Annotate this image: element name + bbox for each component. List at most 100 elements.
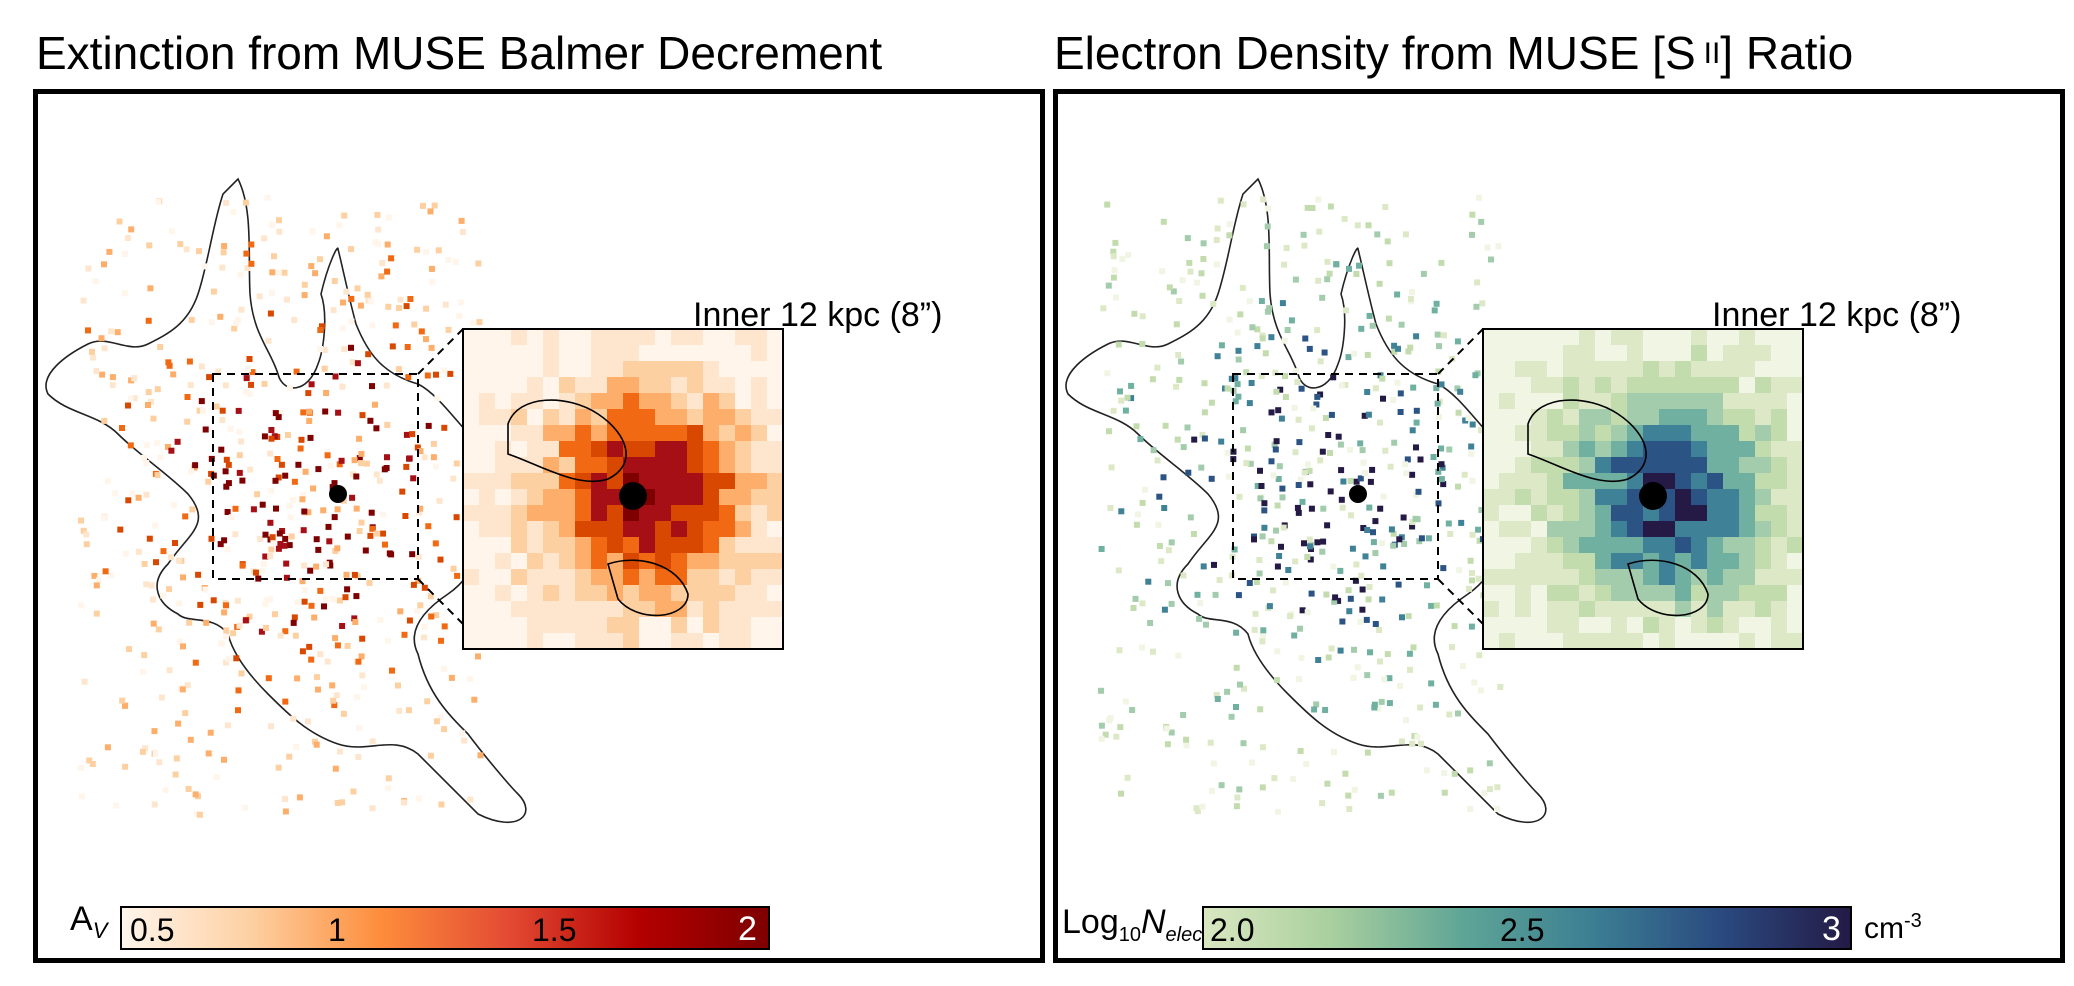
inset-pixel xyxy=(543,425,559,441)
pixel xyxy=(1378,698,1385,705)
pixel xyxy=(358,460,364,467)
pixel xyxy=(1259,638,1266,645)
inset-pixel xyxy=(575,457,591,473)
inset-pixel xyxy=(735,489,751,505)
emission-outline xyxy=(1065,177,1547,824)
pixel xyxy=(475,260,482,267)
pixel xyxy=(95,577,102,584)
pixel xyxy=(1441,789,1448,796)
inset-pixel xyxy=(1563,505,1579,521)
pixel xyxy=(342,594,349,601)
pixel xyxy=(403,303,410,310)
inset-pixel xyxy=(479,553,495,569)
pixel xyxy=(187,382,194,389)
inset-pixel xyxy=(767,617,783,633)
inset-pixel xyxy=(1691,425,1707,441)
inset-pixel xyxy=(527,489,543,505)
pixel xyxy=(1282,394,1289,400)
inset-pixel xyxy=(703,489,719,505)
inset-pixel xyxy=(1643,617,1659,633)
pixel xyxy=(330,596,336,603)
inset-pixel xyxy=(703,633,719,649)
inset-pixel xyxy=(1691,553,1707,569)
inset-pixel xyxy=(607,633,623,649)
pixel xyxy=(1494,784,1501,791)
inset-pixel xyxy=(1691,585,1707,601)
pixel xyxy=(441,726,448,733)
pixel xyxy=(1270,472,1277,479)
pixel xyxy=(437,714,444,721)
pixel xyxy=(1260,196,1267,203)
pixel xyxy=(268,289,275,296)
pixel xyxy=(403,431,410,438)
inset-pixel xyxy=(1675,329,1691,345)
pixel xyxy=(339,325,346,332)
inset-pixel xyxy=(687,473,703,489)
pixel xyxy=(372,401,378,408)
inset-pixel xyxy=(1611,537,1627,553)
pixel xyxy=(219,407,226,414)
pixel xyxy=(433,612,440,619)
pixel xyxy=(392,322,399,329)
inset-pixel xyxy=(751,489,767,505)
pixel xyxy=(236,469,243,476)
pixel xyxy=(369,525,376,532)
pixel xyxy=(425,422,432,429)
pixel xyxy=(1339,504,1346,511)
inset-pixel xyxy=(479,425,495,441)
pixel xyxy=(1478,427,1485,434)
pixel xyxy=(1469,570,1475,577)
inset-pixel xyxy=(1739,441,1755,457)
pixel xyxy=(1441,770,1448,777)
pixel xyxy=(1115,341,1122,348)
inset-pixel xyxy=(1787,441,1803,457)
pixel xyxy=(1365,411,1372,418)
pixel xyxy=(368,509,375,516)
inset-pixel xyxy=(1627,537,1643,553)
pixel xyxy=(433,463,440,470)
pixel xyxy=(1409,523,1416,530)
pixel xyxy=(1176,376,1183,383)
pixel xyxy=(1294,379,1301,385)
inset-pixel xyxy=(1515,585,1531,601)
pixel xyxy=(1117,724,1124,731)
pixel xyxy=(348,246,355,253)
inset-pixel xyxy=(1611,377,1627,393)
pixel xyxy=(1413,419,1420,426)
inset-pixel xyxy=(1579,633,1595,649)
pixel xyxy=(1208,399,1215,406)
pixel xyxy=(1342,382,1349,388)
inset-pixel xyxy=(591,521,607,537)
pixel xyxy=(1370,529,1376,536)
pixel xyxy=(1233,629,1240,636)
inset-pixel xyxy=(1499,425,1515,441)
inset-pixel xyxy=(1579,345,1595,361)
inset-pixel xyxy=(671,617,687,633)
inset-pixel xyxy=(575,505,591,521)
inset-pixel xyxy=(703,441,719,457)
inset-pixel xyxy=(527,569,543,585)
inset-map xyxy=(1482,328,1804,650)
inset-pixel xyxy=(767,361,783,377)
pixel xyxy=(388,551,395,558)
pixel xyxy=(1270,587,1277,594)
pixel xyxy=(1337,647,1344,654)
pixel xyxy=(275,269,282,276)
inset-pixel xyxy=(559,521,575,537)
pixel xyxy=(427,208,434,215)
inset-pixel xyxy=(607,409,623,425)
pixel xyxy=(275,414,282,421)
density-tick: 2.5 xyxy=(1500,912,1545,948)
inset-pixel xyxy=(1675,441,1691,457)
inset-pixel xyxy=(1499,489,1515,505)
inset-pixel xyxy=(639,345,655,361)
pixel xyxy=(261,433,268,440)
pixel xyxy=(299,578,306,585)
pixel xyxy=(336,597,343,604)
inset-pixel xyxy=(527,473,543,489)
pixel xyxy=(1194,591,1201,598)
pixel xyxy=(1377,792,1384,799)
inset-pixel xyxy=(511,409,527,425)
inset-pixel xyxy=(1675,377,1691,393)
pixel xyxy=(1165,547,1172,554)
